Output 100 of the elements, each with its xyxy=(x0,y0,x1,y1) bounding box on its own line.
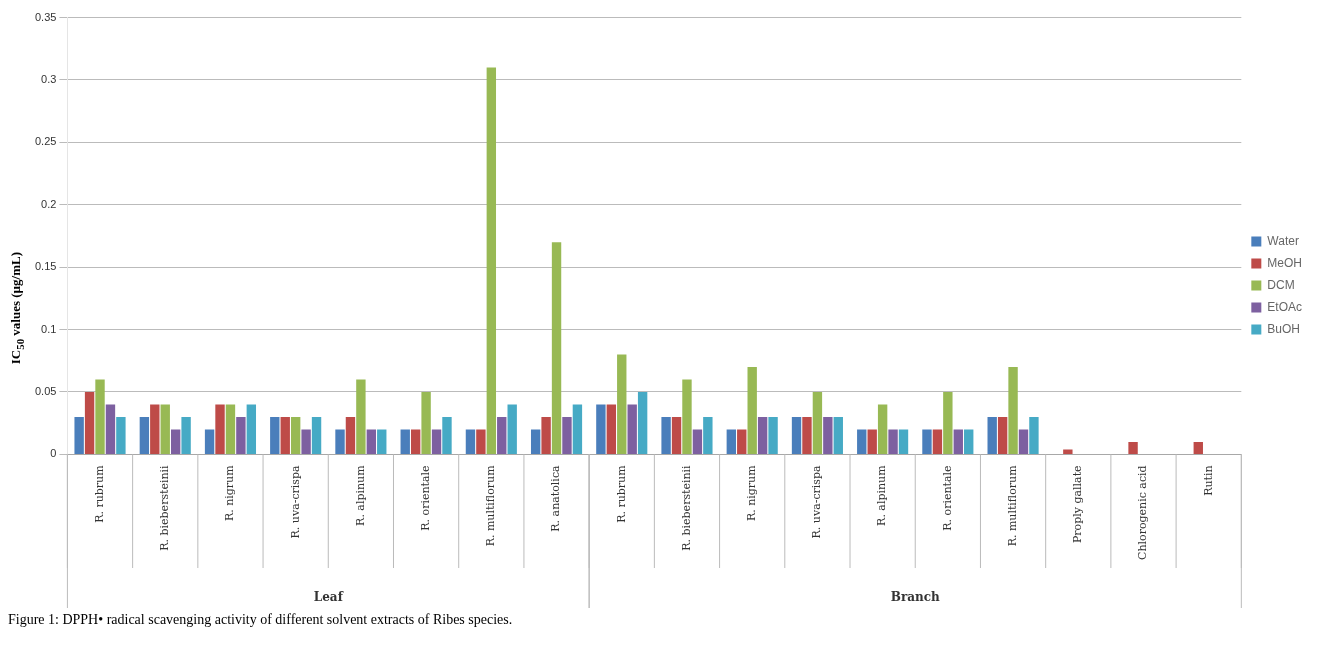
bar xyxy=(170,429,181,454)
bar xyxy=(1128,441,1138,454)
bar xyxy=(410,429,421,454)
bar xyxy=(311,416,322,454)
legend-label: Water xyxy=(1267,233,1299,248)
x-tick-label: R. alpinum xyxy=(353,464,367,526)
x-tick-label: R. uva-crispa xyxy=(288,464,302,539)
bar xyxy=(671,416,682,454)
bar xyxy=(637,391,648,454)
bar xyxy=(726,429,737,454)
bar xyxy=(160,404,170,454)
bar xyxy=(270,416,280,454)
bar xyxy=(877,404,888,454)
x-tick-label: R. orientale xyxy=(418,465,432,531)
x-tick-label: Rutin xyxy=(1201,465,1215,496)
bar xyxy=(280,416,290,454)
x-tick-label: Proply gallate xyxy=(1071,465,1085,544)
bar xyxy=(497,416,507,454)
bar xyxy=(1193,441,1203,454)
bar xyxy=(802,416,812,454)
bar xyxy=(572,404,583,454)
bar xyxy=(150,404,160,454)
bar xyxy=(105,404,116,454)
bar xyxy=(225,404,236,454)
bar xyxy=(246,404,257,454)
x-tick-label: R. biebersteinii xyxy=(679,464,693,551)
x-tick-label: Chlorogenic acid xyxy=(1136,465,1150,561)
x-tick-label: R. alpinum xyxy=(875,464,889,526)
bar xyxy=(335,429,345,454)
bar xyxy=(431,429,442,454)
legend-label: MeOH xyxy=(1267,255,1302,270)
x-tick-label: R. nigrum xyxy=(745,464,759,522)
legend-label: EtOAc xyxy=(1267,299,1303,314)
bar xyxy=(1018,429,1029,454)
x-tick-label: R. anatolica xyxy=(549,464,563,532)
bar xyxy=(541,416,551,454)
bar xyxy=(290,416,301,454)
bar xyxy=(833,416,843,454)
bar xyxy=(1063,449,1073,454)
y-tick-label: 0.35 xyxy=(34,10,57,23)
bar xyxy=(74,416,84,454)
bar xyxy=(703,416,713,454)
bar xyxy=(932,429,943,454)
bar xyxy=(366,429,377,454)
bar xyxy=(116,416,126,454)
bar xyxy=(812,391,823,454)
bar xyxy=(857,429,867,454)
x-tick-label: R. multiflorum xyxy=(1005,464,1019,547)
bar xyxy=(215,404,225,454)
bar xyxy=(400,429,410,454)
bar xyxy=(236,416,246,454)
bar xyxy=(356,379,366,454)
x-tick-label: R. rubrum xyxy=(614,464,628,523)
bar xyxy=(476,429,486,454)
bar xyxy=(551,242,562,454)
bar xyxy=(1008,367,1018,454)
y-tick-label: 0.05 xyxy=(34,385,57,398)
bar xyxy=(301,429,311,454)
bar xyxy=(997,416,1008,454)
bar xyxy=(84,391,95,454)
text: Branch xyxy=(890,590,941,604)
bar xyxy=(627,404,637,454)
bar xyxy=(442,416,452,454)
bar xyxy=(562,416,572,454)
x-tick-label: R. nigrum xyxy=(223,464,237,522)
bar xyxy=(1029,416,1039,454)
y-tick-label: 0.15 xyxy=(34,260,57,273)
x-tick-label: R. rubrum xyxy=(92,464,106,523)
y-tick-label: 0.3 xyxy=(41,73,57,86)
bar xyxy=(530,429,541,454)
y-tick-label: 0 xyxy=(50,447,57,460)
bar xyxy=(953,429,963,454)
bar xyxy=(682,379,692,454)
bar xyxy=(421,391,431,454)
bar xyxy=(606,404,617,454)
bar xyxy=(95,379,105,454)
bar xyxy=(204,429,215,454)
x-tick-label: R. multiflorum xyxy=(484,464,498,547)
bar xyxy=(757,416,768,454)
bar xyxy=(377,429,387,454)
x-tick-label: R. orientale xyxy=(940,465,954,531)
bar xyxy=(596,404,606,454)
bar xyxy=(692,429,703,454)
x-tick-label: R. uva-crispa xyxy=(810,464,824,539)
bar xyxy=(507,404,517,454)
bar xyxy=(181,416,191,454)
text: Leaf xyxy=(313,590,344,604)
legend-label: DCM xyxy=(1267,277,1295,292)
x-tick-label: R. biebersteinii xyxy=(158,464,172,551)
bar xyxy=(661,416,671,454)
bar xyxy=(747,367,757,454)
y-tick-label: 0.25 xyxy=(34,135,57,148)
bar xyxy=(791,416,802,454)
bar xyxy=(943,391,953,454)
bar xyxy=(823,416,833,454)
bar xyxy=(898,429,909,454)
bar xyxy=(139,416,150,454)
bar xyxy=(964,429,974,454)
bar xyxy=(768,416,778,454)
bar xyxy=(617,354,627,454)
